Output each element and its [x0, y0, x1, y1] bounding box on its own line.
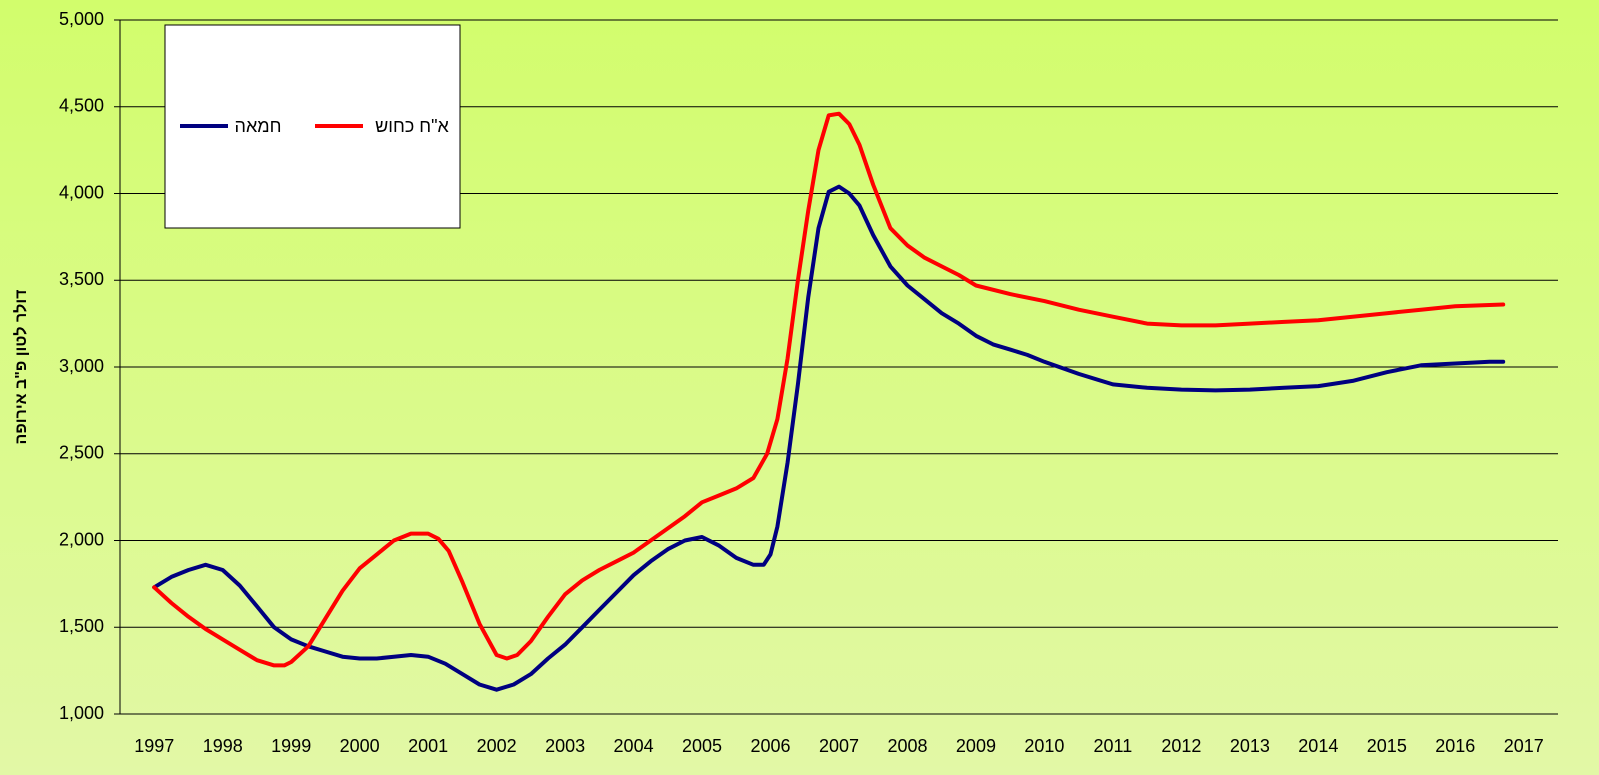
legend-label: חמאה	[235, 116, 282, 136]
x-tick-label: 2006	[751, 736, 791, 756]
y-tick-label: 1,000	[59, 703, 104, 723]
x-tick-label: 2015	[1367, 736, 1407, 756]
x-tick-label: 2004	[614, 736, 654, 756]
plot-area: 1,000 1,500 2,000 2,500 3,000 3,500 4,000 4,500…	[59, 9, 1558, 756]
series-line	[152, 184, 1506, 692]
y-tick-label: 4,000	[59, 182, 104, 202]
x-tick-label: 2002	[477, 736, 517, 756]
y-tick-label: 5,000	[59, 9, 104, 29]
x-tick-label: 2012	[1161, 736, 1201, 756]
y-tick-label: 3,000	[59, 356, 104, 376]
legend: חמאה א"ח כחוש	[164, 24, 461, 229]
x-tick-label: 1999	[271, 736, 311, 756]
x-tick-label: 1997	[134, 736, 174, 756]
legend-label: א"ח כחוש	[375, 116, 449, 136]
y-tick-label: 4,500	[59, 96, 104, 116]
x-tick-label: 2010	[1024, 736, 1064, 756]
x-tick-label: 2013	[1230, 736, 1270, 756]
x-tick-label: 2016	[1435, 736, 1475, 756]
y-tick-label: 3,500	[59, 269, 104, 289]
series-line	[152, 111, 1506, 668]
x-tick-label: 2003	[545, 736, 585, 756]
x-tick-label: 2009	[956, 736, 996, 756]
x-tick-label: 2017	[1504, 736, 1544, 756]
y-axis-title: דולר לטון פ"ב אירופה	[12, 290, 30, 445]
x-tick-label: 2005	[682, 736, 722, 756]
x-tick-label: 2000	[340, 736, 380, 756]
x-tick-label: 2011	[1094, 736, 1133, 756]
y-tick-label: 2,000	[59, 529, 104, 549]
y-tick-label: 1,500	[59, 616, 104, 636]
y-tick-label: 2,500	[59, 443, 104, 463]
x-tick-label: 2014	[1298, 736, 1338, 756]
x-tick-label: 2007	[819, 736, 859, 756]
x-tick-label: 2001	[408, 736, 448, 756]
x-tick-label: 1998	[203, 736, 243, 756]
x-tick-label: 2008	[887, 736, 927, 756]
